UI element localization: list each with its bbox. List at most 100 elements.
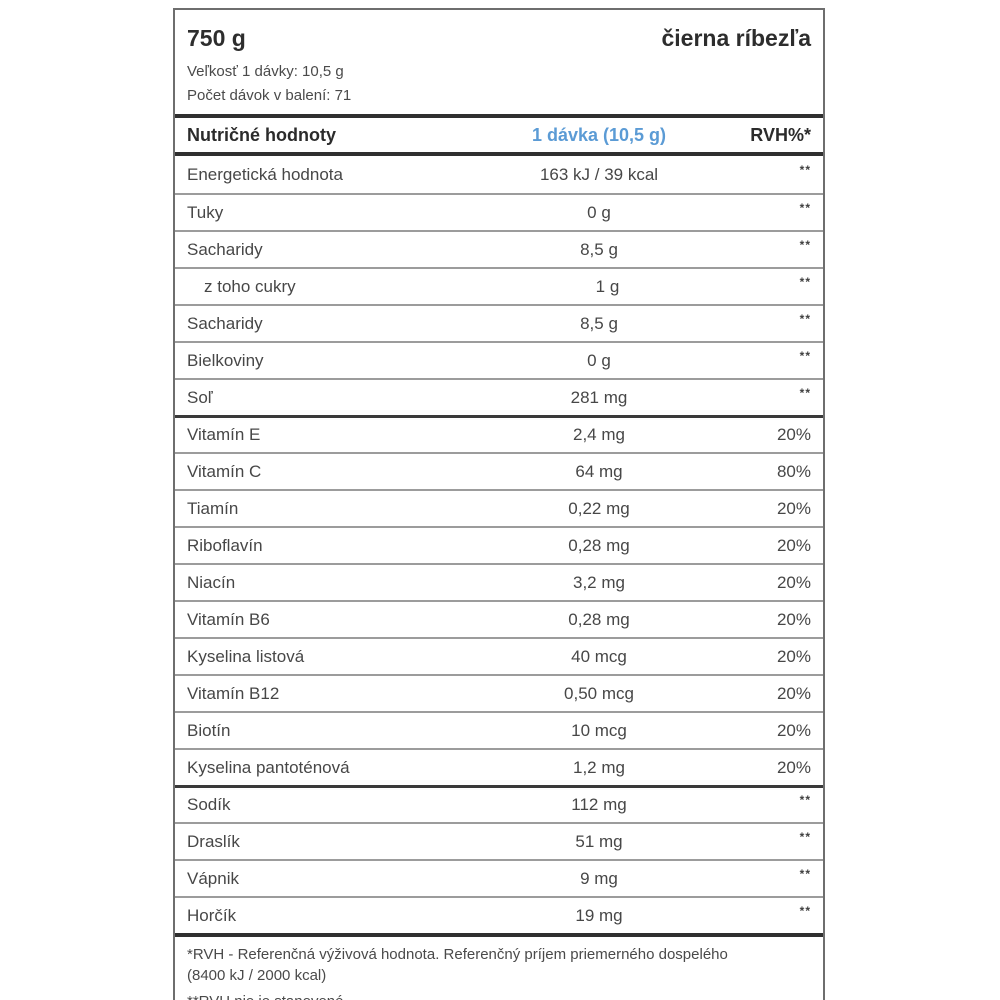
nutrient-label: Sacharidy [187, 313, 263, 333]
nutrient-rvh: ** [799, 866, 811, 881]
table-row: Vápnik 9 mg ** [175, 859, 823, 896]
table-row: Vitamín E 2,4 mg 20% [175, 415, 823, 452]
nutrient-value: 0,28 mg [568, 609, 630, 629]
nutrient-value: 1 g [595, 276, 620, 296]
nutrient-value: 8,5 g [580, 313, 618, 333]
table-row: z toho cukry 1 g ** [175, 267, 823, 304]
nutrient-label: Vitamín C [187, 461, 262, 481]
footnote-energy-reference: (8400 kJ / 2000 kcal) [187, 967, 327, 984]
table-row: Vitamín B6 0,28 mg 20% [175, 600, 823, 637]
nutrient-label: Tuky [187, 202, 224, 222]
table-row: Tiamín 0,22 mg 20% [175, 489, 823, 526]
header-serving: 1 dávka (10,5 g) [531, 124, 667, 145]
nutrient-value: 0,28 mg [568, 535, 630, 555]
nutrient-rvh: 20% [776, 572, 811, 592]
nutrient-rvh: 20% [776, 683, 811, 703]
nutrient-value: 9 mg [580, 868, 618, 888]
nutrient-value: 51 mg [575, 831, 623, 851]
nutrient-label: Kyselina pantoténová [187, 757, 350, 777]
table-header-row: Nutričné hodnoty 1 dávka (10,5 g) RVH%* [175, 118, 823, 152]
nutrition-rows: Energetická hodnota 163 kJ / 39 kcal ** Tuk… [175, 156, 823, 933]
table-row: Soľ 281 mg ** [175, 378, 823, 415]
table-row: Kyselina pantoténová 1,2 mg 20% [175, 748, 823, 785]
nutrient-rvh: ** [799, 311, 811, 326]
table-row: Biotín 10 mcg 20% [175, 711, 823, 748]
nutrient-label: Sacharidy [187, 239, 263, 259]
nutrient-value: 64 mg [575, 461, 623, 481]
table-row: Vitamín B12 0,50 mcg 20% [175, 674, 823, 711]
nutrient-label: Vitamín E [187, 425, 261, 444]
nutrient-label: Bielkoviny [187, 350, 264, 370]
table-row: Riboflavín 0,28 mg 20% [175, 526, 823, 563]
nutrient-rvh: ** [799, 793, 811, 807]
footnote-rvh-definition: *RVH - Referenčná výživová hodnota. Refe… [187, 946, 728, 963]
nutrient-rvh: ** [799, 903, 811, 918]
nutrient-value: 0,50 mcg [564, 683, 634, 703]
nutrient-rvh: 20% [776, 609, 811, 629]
nutrient-rvh: 20% [776, 720, 811, 740]
table-row: Sacharidy 8,5 g ** [175, 230, 823, 267]
nutrient-label: Horčík [187, 905, 237, 925]
nutrient-rvh: ** [799, 237, 811, 252]
table-row: Horčík 19 mg ** [175, 896, 823, 933]
nutrient-value: 1,2 mg [573, 757, 625, 777]
header-rvh: RVH%* [750, 124, 811, 145]
nutrient-rvh: 20% [776, 425, 811, 444]
nutrient-value: 40 mcg [571, 646, 627, 666]
table-row: Vitamín C 64 mg 80% [175, 452, 823, 489]
nutrient-label: Tiamín [187, 498, 239, 518]
serving-size: Veľkosť 1 dávky: 10,5 g [187, 63, 344, 80]
nutrient-label: Riboflavín [187, 535, 263, 555]
table-row: Energetická hodnota 163 kJ / 39 kcal ** [175, 156, 823, 193]
nutrient-label: Sodík [187, 795, 231, 814]
nutrient-value: 2,4 mg [573, 425, 625, 444]
rule-below-header [175, 152, 823, 156]
nutrient-value: 10 mcg [571, 720, 627, 740]
nutrient-label: Energetická hodnota [187, 164, 343, 184]
nutrient-value: 3,2 mg [573, 572, 625, 592]
nutrient-value: 8,5 g [580, 239, 618, 259]
nutrient-value: 163 kJ / 39 kcal [539, 164, 659, 184]
nutrient-value: 112 mg [571, 795, 627, 814]
nutrient-value: 0 g [587, 350, 611, 370]
table-row: Sacharidy 8,5 g ** [175, 304, 823, 341]
rule-top [175, 114, 823, 118]
footnote-not-specified: **RVH nie je stanovené [187, 991, 811, 1000]
product-flavor: čierna ríbezľa [661, 25, 812, 51]
nutrient-rvh: 20% [776, 757, 811, 777]
nutrient-rvh: ** [799, 348, 811, 363]
header-nutrients: Nutričné hodnoty [187, 124, 336, 145]
nutrient-rvh: ** [799, 274, 811, 289]
nutrient-rvh: ** [799, 200, 811, 215]
nutrient-rvh: ** [799, 162, 811, 177]
nutrient-rvh: 80% [776, 461, 811, 481]
nutrient-label: Biotín [187, 720, 231, 740]
nutrient-rvh: ** [799, 385, 811, 400]
nutrient-label: Kyselina listová [187, 646, 305, 666]
nutrient-label: Niacín [187, 572, 236, 592]
nutrient-label: Draslík [187, 831, 240, 851]
nutrient-label: Vitamín B12 [187, 683, 280, 703]
table-row: Draslík 51 mg ** [175, 822, 823, 859]
product-line: 750 g čierna ríbezľa [187, 25, 811, 51]
nutrient-label: z toho cukry [204, 276, 296, 296]
nutrient-value: 0 g [587, 202, 611, 222]
nutrient-label: Soľ [187, 387, 213, 407]
nutrient-value: 281 mg [570, 387, 628, 407]
table-row: Niacín 3,2 mg 20% [175, 563, 823, 600]
nutrient-rvh: ** [799, 829, 811, 844]
nutrient-rvh: 20% [776, 646, 811, 666]
serving-count: Počet dávok v balení: 71 [187, 87, 352, 104]
table-row: Bielkoviny 0 g ** [175, 341, 823, 378]
product-weight: 750 g [187, 25, 246, 51]
table-row: Kyselina listová 40 mcg 20% [175, 637, 823, 674]
label-header: 750 g čierna ríbezľa Veľkosť 1 dávky: 10… [175, 10, 823, 108]
nutrient-rvh: 20% [776, 498, 811, 518]
footnotes: *RVH - Referenčná výživová hodnota. Refe… [175, 937, 823, 1000]
nutrient-label: Vitamín B6 [187, 609, 270, 629]
nutrient-value: 19 mg [575, 905, 623, 925]
nutrient-label: Vápnik [187, 868, 239, 888]
table-row: Tuky 0 g ** [175, 193, 823, 230]
nutrient-rvh: 20% [776, 535, 811, 555]
